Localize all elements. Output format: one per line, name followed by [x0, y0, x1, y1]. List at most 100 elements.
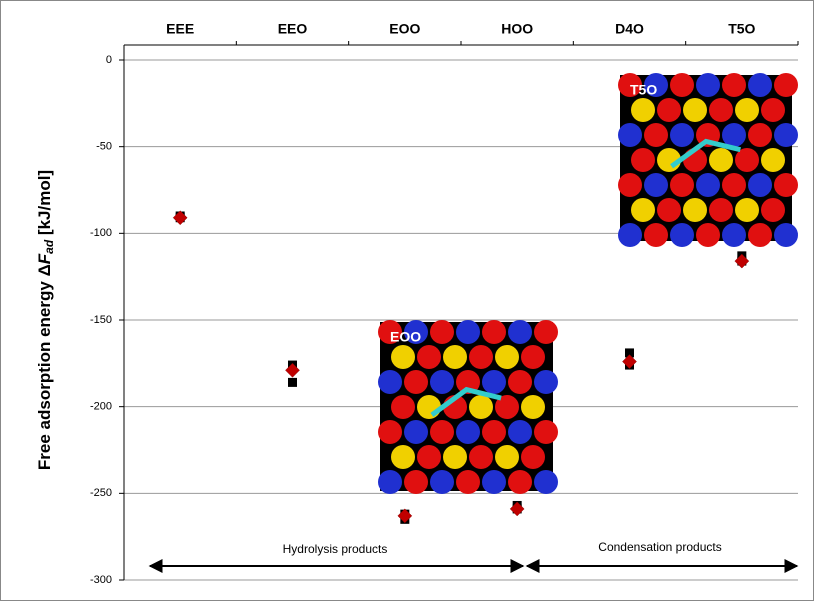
x-tick-label: HOO: [501, 21, 533, 37]
y-axis-label: Free adsorption energy ΔFad [kJ/mol]: [35, 170, 56, 470]
x-tick-label: T5O: [728, 21, 755, 37]
atom: [774, 173, 798, 197]
diamond-marker: [735, 254, 749, 268]
atom: [761, 98, 785, 122]
atom: [456, 470, 480, 494]
atom: [534, 370, 558, 394]
atom: [670, 223, 694, 247]
inset-image: T5O: [618, 73, 798, 247]
diamond-marker: [510, 502, 524, 516]
atom: [735, 198, 759, 222]
atom: [417, 345, 441, 369]
atom: [774, 123, 798, 147]
atom: [482, 320, 506, 344]
diamond-marker: [286, 363, 300, 377]
atom: [761, 148, 785, 172]
y-tick-label: -150: [90, 314, 112, 326]
atom: [644, 223, 668, 247]
atom: [618, 123, 642, 147]
atom: [482, 420, 506, 444]
atom: [482, 470, 506, 494]
atom: [404, 370, 428, 394]
atom: [391, 395, 415, 419]
inset-label: T5O: [630, 82, 657, 98]
x-tick-label: EEO: [278, 21, 308, 37]
atom: [722, 173, 746, 197]
atom: [631, 148, 655, 172]
square-marker: [288, 378, 297, 387]
atom: [696, 173, 720, 197]
atom: [430, 470, 454, 494]
atom: [521, 445, 545, 469]
atom: [456, 320, 480, 344]
atom: [774, 73, 798, 97]
atom: [404, 470, 428, 494]
atom: [378, 420, 402, 444]
atom: [508, 320, 532, 344]
atom: [443, 445, 467, 469]
atom: [508, 470, 532, 494]
atom: [430, 370, 454, 394]
atom: [774, 223, 798, 247]
annotation: Hydrolysis products: [283, 542, 388, 556]
atom: [618, 223, 642, 247]
atom: [631, 198, 655, 222]
atom: [657, 98, 681, 122]
atom: [417, 395, 441, 419]
atom: [748, 173, 772, 197]
atom: [696, 73, 720, 97]
atom: [508, 370, 532, 394]
atom: [534, 420, 558, 444]
y-tick-label: -200: [90, 401, 112, 413]
atom: [391, 345, 415, 369]
annotation: Condensation products: [598, 540, 721, 554]
atom: [670, 173, 694, 197]
atom: [495, 445, 519, 469]
diamond-marker: [398, 509, 412, 523]
atom: [534, 470, 558, 494]
chart: Free adsorption energy ΔFad [kJ/mol] Hyd…: [0, 0, 815, 602]
atom: [521, 395, 545, 419]
atom: [378, 470, 402, 494]
y-tick-label: -100: [90, 227, 112, 239]
y-tick-label: 0: [106, 54, 112, 66]
y-tick-label: -300: [90, 574, 112, 586]
atom: [722, 223, 746, 247]
x-tick-label: D4O: [615, 21, 644, 37]
atom: [430, 420, 454, 444]
atom: [391, 445, 415, 469]
atom: [417, 445, 441, 469]
atom: [722, 73, 746, 97]
inset-image: EOO: [378, 320, 558, 494]
atom: [469, 395, 493, 419]
atom: [644, 173, 668, 197]
atom: [631, 98, 655, 122]
atom: [709, 198, 733, 222]
y-tick-label: -250: [90, 487, 112, 499]
atom: [508, 420, 532, 444]
atom: [683, 198, 707, 222]
atom: [683, 98, 707, 122]
atom: [722, 123, 746, 147]
atom: [430, 320, 454, 344]
diamond-marker: [173, 211, 187, 225]
atom: [670, 73, 694, 97]
atom: [443, 345, 467, 369]
atom: [709, 98, 733, 122]
y-tick-label: -50: [96, 141, 112, 153]
inset-label: EOO: [390, 329, 421, 345]
atom: [748, 223, 772, 247]
atom: [618, 173, 642, 197]
x-tick-label: EEE: [166, 21, 194, 37]
atom: [748, 73, 772, 97]
atom: [495, 345, 519, 369]
x-tick-label: EOO: [389, 21, 420, 37]
atom: [657, 198, 681, 222]
atom: [378, 370, 402, 394]
atom: [534, 320, 558, 344]
atom: [456, 420, 480, 444]
atom: [709, 148, 733, 172]
atom: [482, 370, 506, 394]
atom: [761, 198, 785, 222]
diamond-marker: [623, 355, 637, 369]
